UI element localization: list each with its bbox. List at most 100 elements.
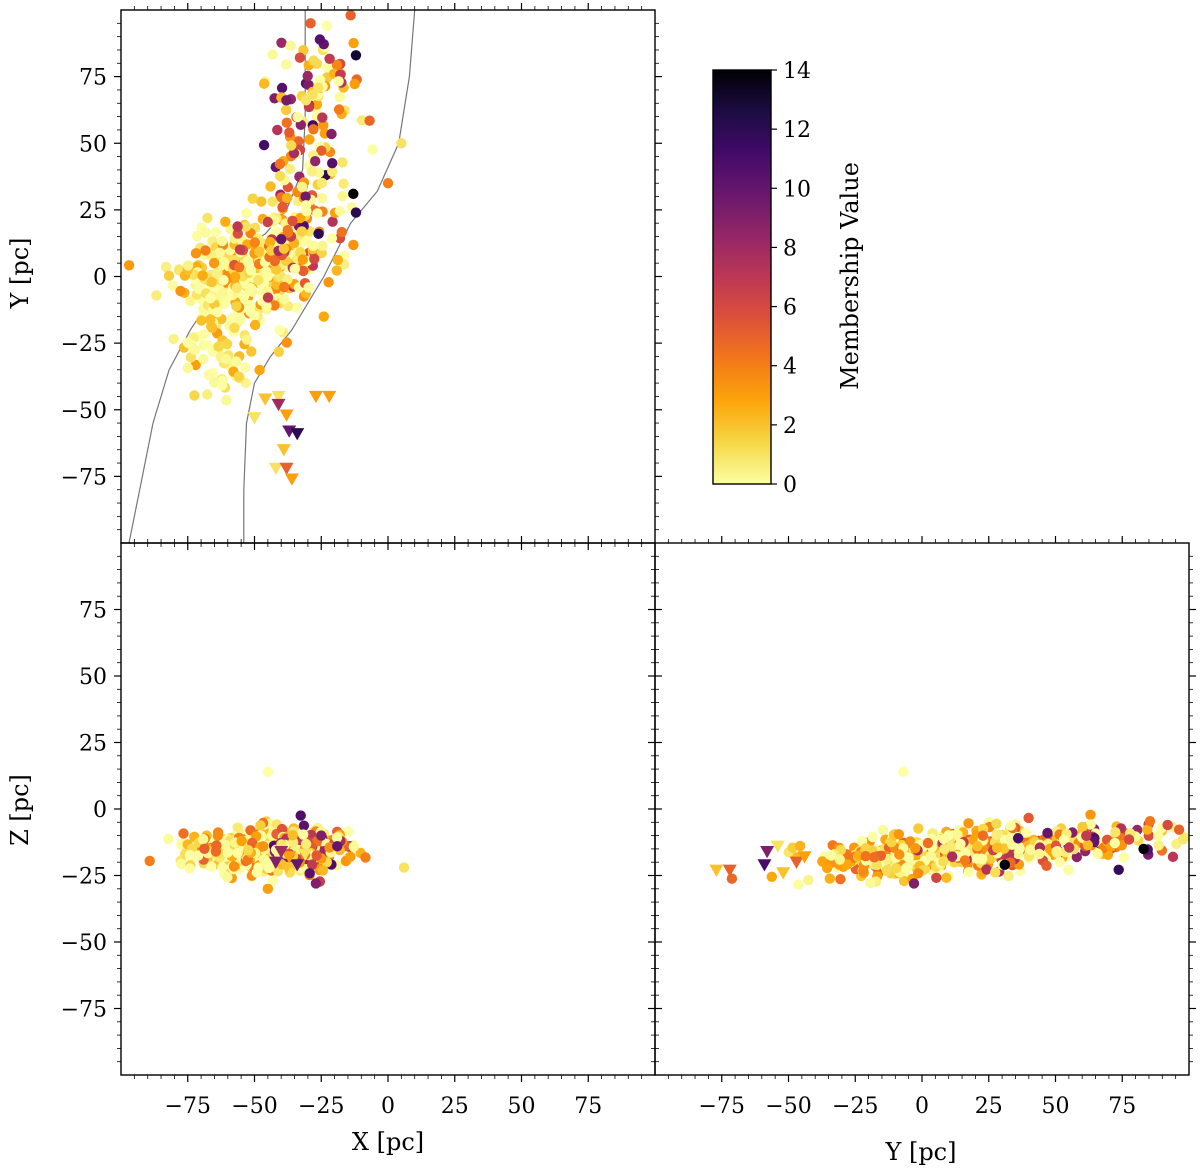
star-point (274, 324, 285, 336)
star-point (198, 353, 209, 365)
star-point (270, 226, 282, 237)
star-point (213, 341, 224, 352)
star-point (291, 302, 302, 313)
y-tick-label: 25 (79, 732, 107, 757)
star-point (176, 859, 187, 870)
star-point (898, 766, 909, 777)
axes-frame (654, 542, 1190, 1076)
star-point (824, 873, 835, 884)
star-point (1092, 848, 1103, 859)
x-axis-label-bottom-left: X [pc] (352, 1128, 424, 1156)
star-point (331, 832, 343, 843)
star-point (350, 207, 362, 218)
star-point (228, 861, 240, 872)
star-point (860, 843, 871, 854)
star-point (1123, 834, 1135, 845)
star-point (333, 104, 345, 115)
star-point (1153, 840, 1164, 851)
star-point (240, 221, 251, 232)
star-point (279, 281, 290, 293)
star-point (332, 841, 343, 852)
star-point (258, 78, 270, 89)
star-point (938, 856, 949, 867)
star-point (220, 216, 231, 227)
star-point (123, 260, 135, 271)
star-point (221, 395, 232, 406)
star-point (266, 245, 277, 256)
star-point (175, 285, 186, 297)
star-point (1118, 852, 1130, 863)
star-point (334, 91, 345, 103)
star-point (304, 868, 315, 879)
z-axis-label-bottom-left: Z [pc] (6, 774, 34, 846)
star-point (302, 70, 313, 82)
x-tick-label: 75 (574, 1094, 602, 1119)
star-point (304, 134, 315, 145)
star-point (300, 95, 312, 106)
star-point (1138, 843, 1149, 855)
star-point (342, 826, 354, 837)
colorbar-label: Membership Value (836, 162, 864, 390)
star-point (236, 835, 247, 847)
triangle-point (268, 856, 283, 869)
star-point (1085, 819, 1096, 830)
star-point (151, 290, 162, 301)
star-point (307, 859, 318, 870)
triangle-point (770, 840, 785, 853)
star-point (182, 260, 194, 271)
star-point (202, 340, 214, 351)
star-point (231, 301, 242, 312)
star-point (826, 850, 837, 861)
triangle-point (279, 861, 294, 875)
star-point (284, 163, 296, 175)
x-tick-label: −75 (699, 1094, 745, 1119)
x-tick-label: −50 (231, 1094, 277, 1119)
star-point (269, 300, 280, 311)
star-point (327, 158, 338, 169)
star-point (267, 49, 278, 60)
star-point (245, 265, 257, 276)
star-point (1077, 821, 1088, 833)
star-point (303, 282, 314, 293)
plot-area (123, 10, 416, 543)
star-point (206, 276, 217, 288)
star-point (795, 840, 806, 852)
star-point (249, 237, 260, 248)
star-point (196, 315, 207, 326)
y-tick-label: 25 (79, 199, 107, 224)
star-point (947, 851, 958, 862)
star-point (1110, 827, 1121, 838)
star-point (253, 274, 264, 286)
star-point (318, 311, 329, 322)
star-point (931, 872, 942, 883)
star-point (292, 111, 303, 123)
star-point (367, 144, 378, 155)
star-point (334, 205, 345, 217)
colorbar-tick-label: 14 (783, 59, 811, 84)
star-point (356, 115, 368, 126)
star-point (308, 124, 319, 135)
star-point (317, 112, 328, 123)
triangle-point (276, 444, 291, 457)
star-point (258, 139, 270, 151)
star-point (242, 256, 253, 267)
star-point (254, 364, 265, 376)
star-point (977, 853, 988, 865)
triangle-point (279, 409, 294, 422)
star-point (274, 158, 286, 170)
star-point (300, 838, 312, 850)
star-point (324, 53, 335, 64)
star-point (262, 216, 273, 228)
star-point (281, 95, 292, 106)
star-point (972, 841, 983, 852)
star-point (295, 119, 306, 130)
star-point (310, 156, 321, 167)
star-point (1081, 830, 1092, 841)
star-point (209, 377, 220, 388)
y-tick-label: 0 (93, 266, 107, 291)
star-point (184, 863, 195, 874)
y-tick-label: 50 (79, 132, 107, 157)
triangle-point (757, 859, 772, 872)
star-point (163, 833, 174, 845)
